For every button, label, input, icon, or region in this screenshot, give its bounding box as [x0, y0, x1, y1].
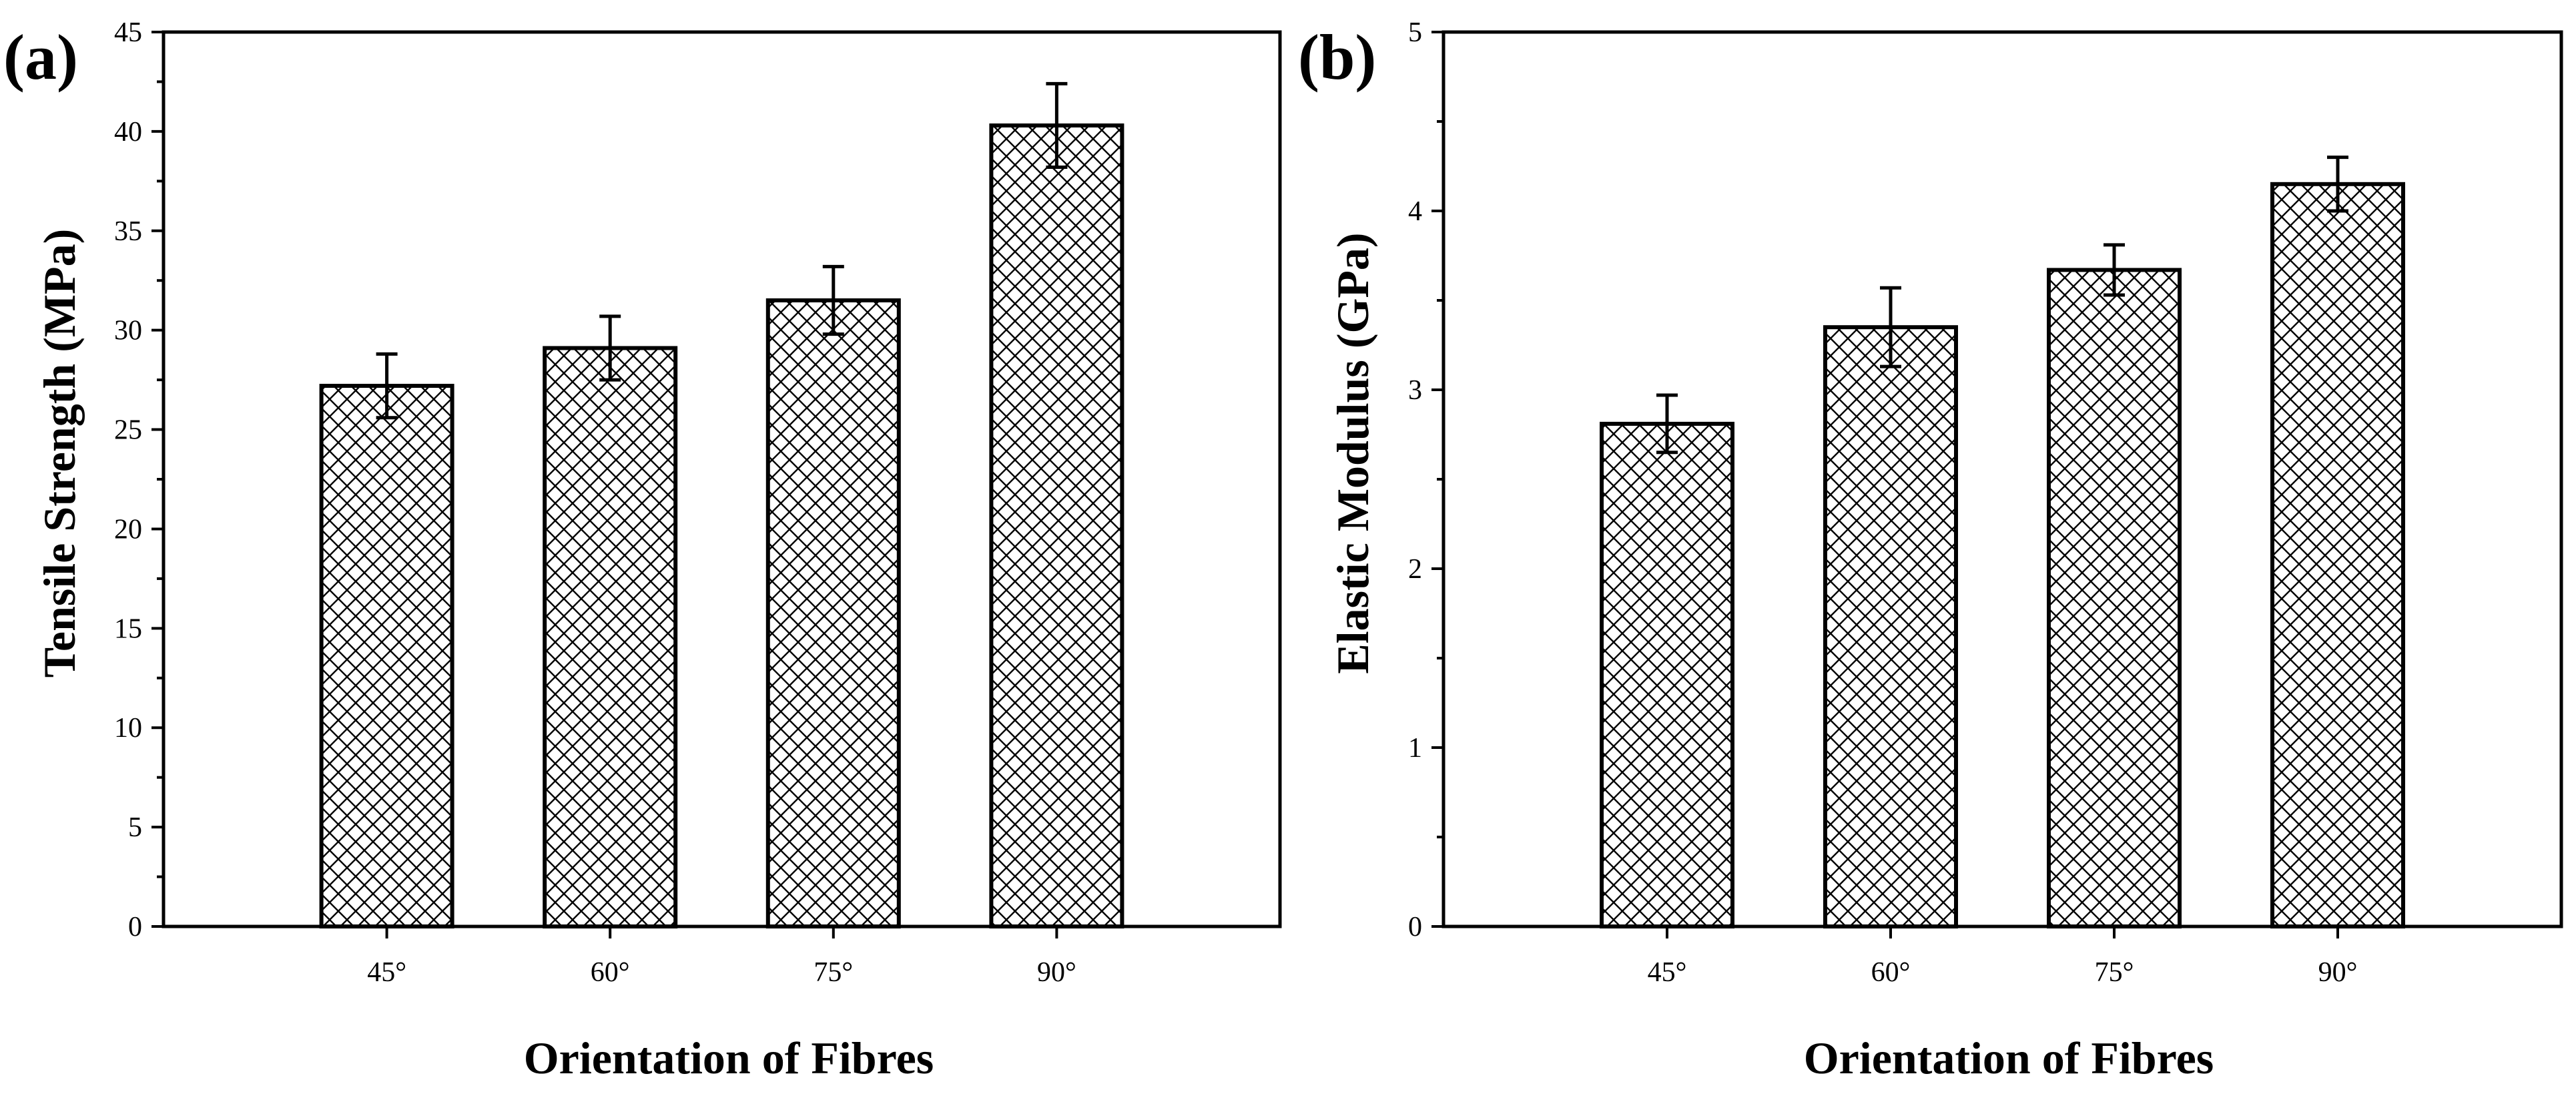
- y-tick-label-a: 0: [128, 912, 142, 942]
- y-tick-label-a: 35: [114, 216, 142, 247]
- bar-a: [989, 123, 1124, 928]
- y-axis-title-b: Elastic Modulus (GPa): [1327, 232, 1378, 673]
- y-tick-label-b: 2: [1408, 554, 1422, 585]
- x-tick-label-b: 90°: [2318, 957, 2358, 988]
- y-tick-label-a: 5: [128, 812, 142, 843]
- y-tick-label-b: 3: [1408, 375, 1422, 406]
- y-tick-label-a: 40: [114, 117, 142, 148]
- panel-label-b: (b): [1298, 21, 1376, 93]
- bar-b: [2270, 182, 2405, 928]
- y-tick-label-b: 1: [1408, 733, 1422, 764]
- y-tick-label-b: 4: [1408, 196, 1422, 227]
- x-tick-label-b: 75°: [2095, 957, 2134, 988]
- bar-a: [543, 346, 678, 928]
- y-axis-title-a: Tensile Strength (MPa): [34, 229, 85, 677]
- x-tick-label-a: 75°: [814, 957, 853, 988]
- plot-area-b: 0 1 2 3 4 5 45° 60° 75° 90°: [1408, 17, 2563, 988]
- y-tick-label-b: 0: [1408, 912, 1422, 942]
- y-tick-label-a: 45: [114, 17, 142, 48]
- x-axis-title-a: Orientation of Fibres: [524, 1033, 934, 1083]
- y-tick-label-a: 20: [114, 514, 142, 545]
- x-axis-title-b: Orientation of Fibres: [1804, 1033, 2214, 1083]
- x-tick-label-b: 60°: [1871, 957, 1911, 988]
- bar-b: [1823, 325, 1958, 928]
- y-tick-label-a: 15: [114, 613, 142, 644]
- bar-a: [765, 298, 901, 928]
- x-tick-label-a: 45°: [367, 957, 406, 988]
- y-tick-label-a: 10: [114, 713, 142, 744]
- chart-panel-a: (a) Tensile Strength (MPa) Orientation o…: [3, 17, 1282, 1083]
- bar-a: [319, 384, 454, 928]
- y-tick-label-b: 5: [1408, 17, 1422, 48]
- x-tick-label-a: 90°: [1037, 957, 1076, 988]
- bar-b: [1600, 421, 1734, 928]
- chart-panel-b: (b) Elastic Modulus (GPa) Orientation of…: [1298, 17, 2563, 1083]
- panel-label-a: (a): [3, 21, 78, 93]
- y-tick-label-a: 25: [114, 415, 142, 446]
- x-tick-label-a: 60°: [591, 957, 630, 988]
- y-tick-label-a: 30: [114, 316, 142, 346]
- bar-b: [2047, 268, 2182, 928]
- plot-area-a: 0 5 10 15 20 25 30 35 40 45 45° 60° 75° 90°: [114, 17, 1282, 988]
- x-tick-label-b: 45°: [1648, 957, 1687, 988]
